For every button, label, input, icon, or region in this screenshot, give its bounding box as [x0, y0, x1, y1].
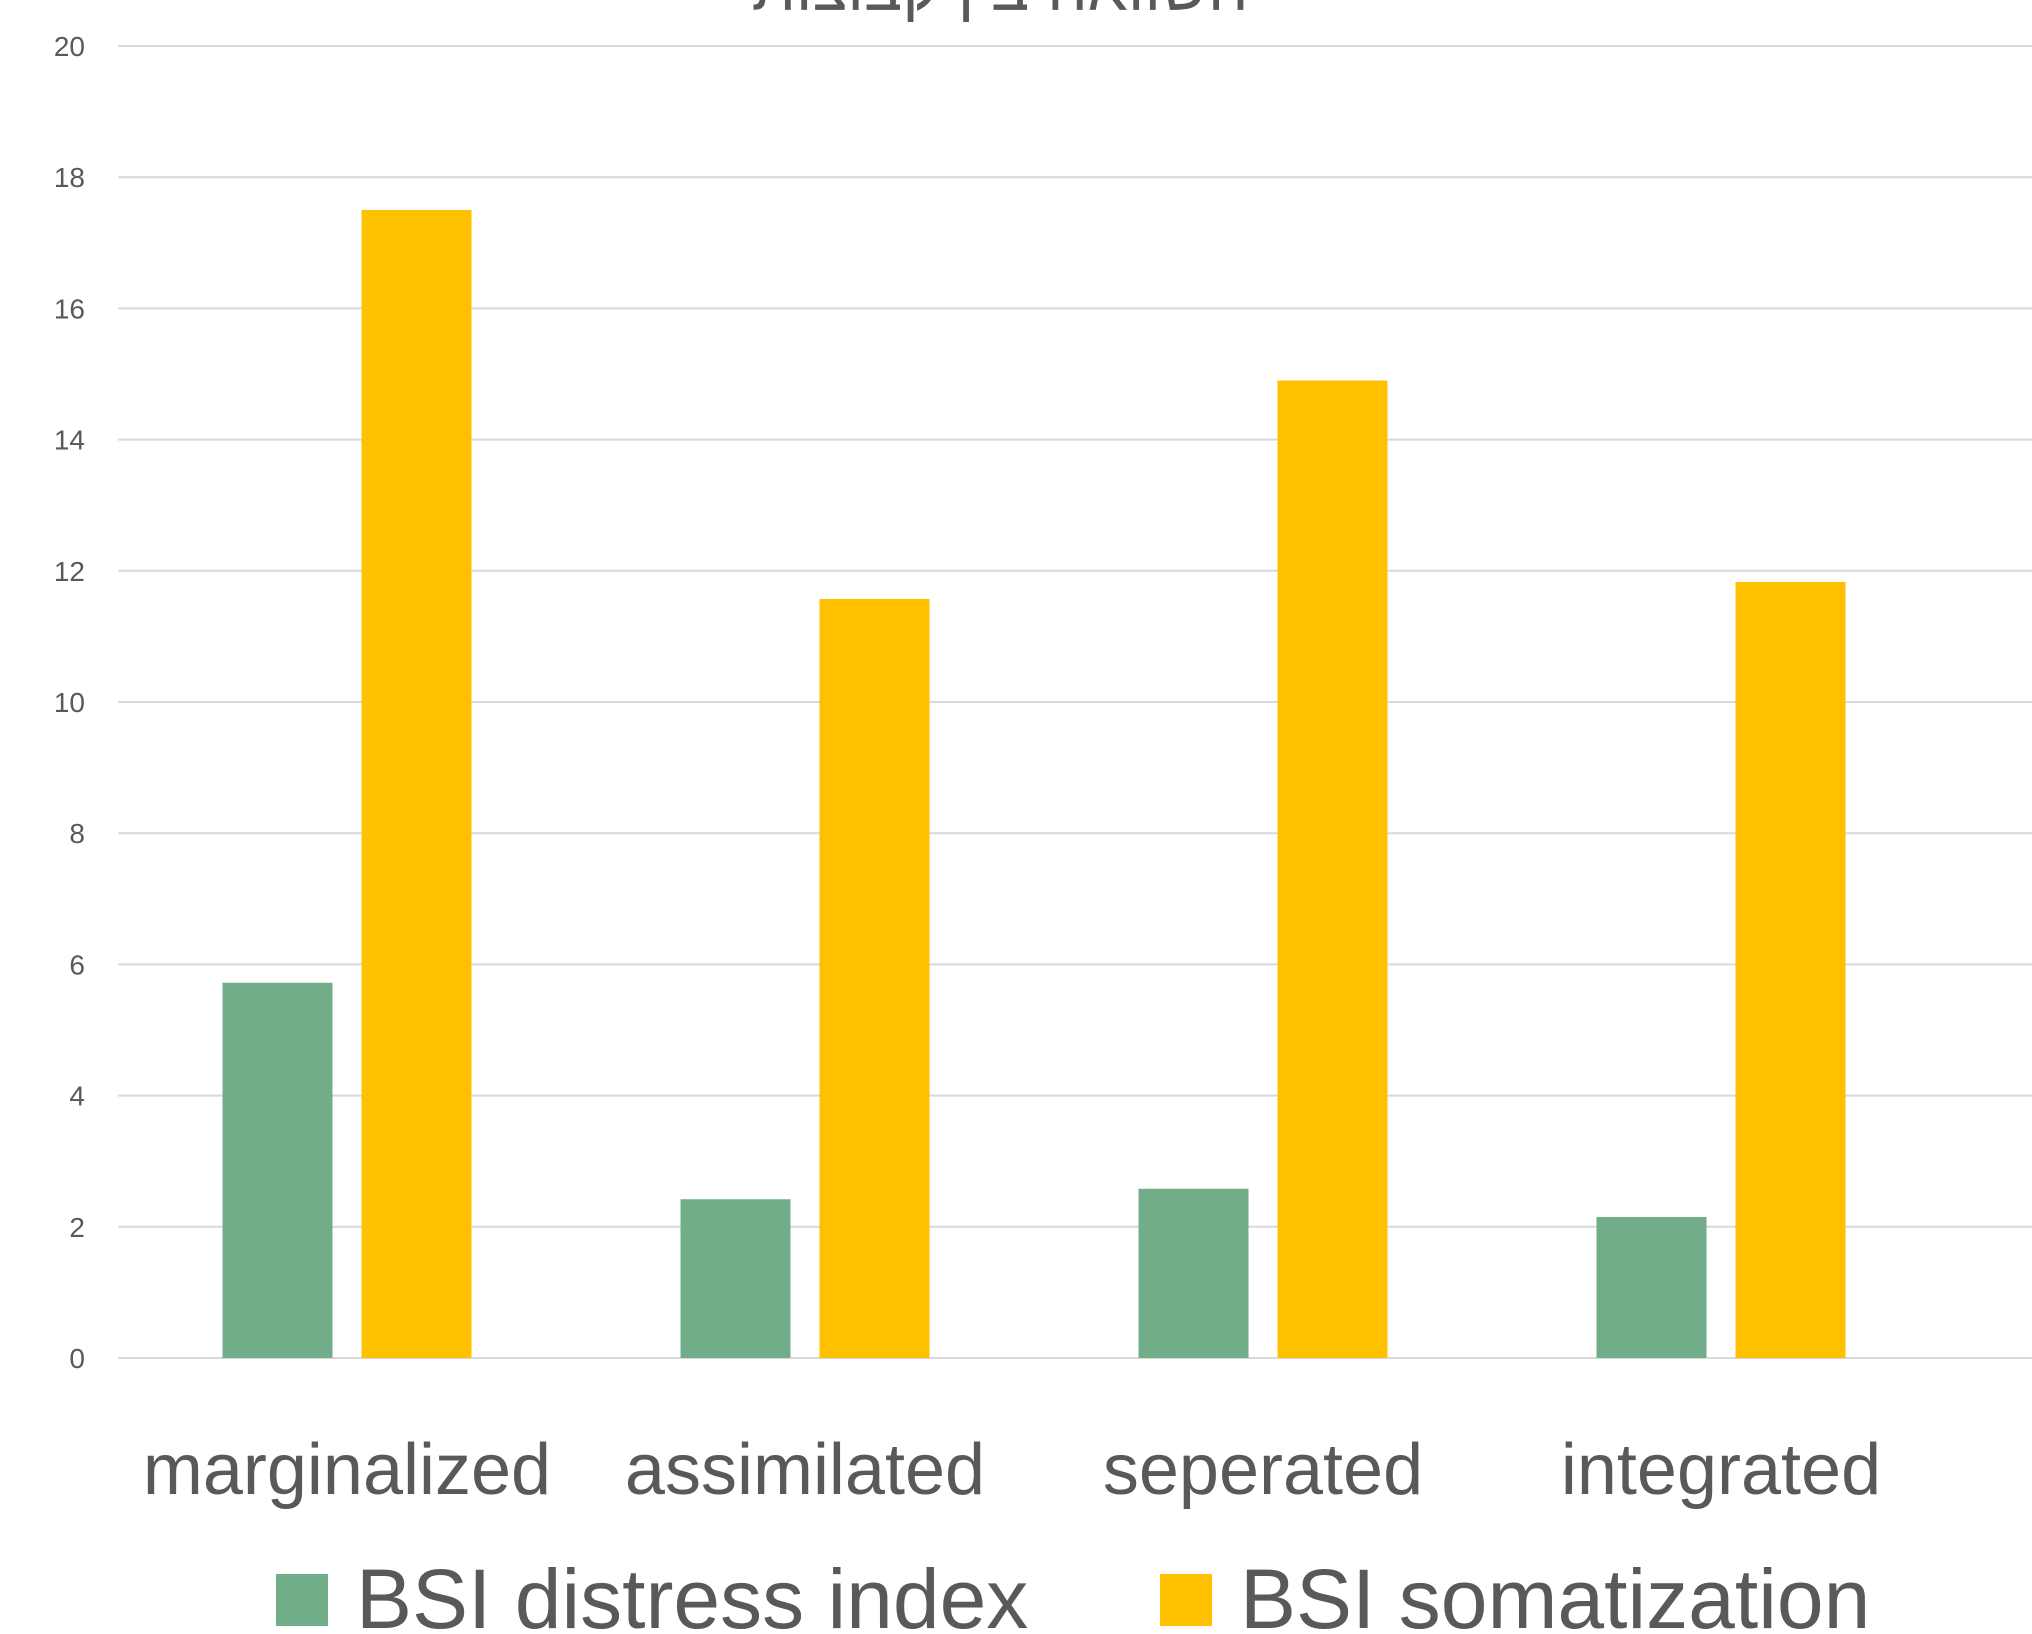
legend-label: BSI distress index	[356, 1552, 1028, 1634]
legend-swatch	[276, 1574, 328, 1626]
y-tick-label: 6	[69, 949, 85, 980]
bar-somatization-assimilated	[819, 599, 930, 1358]
y-tick-label: 12	[54, 556, 85, 587]
x-tick-label: integrated	[1561, 1430, 1881, 1510]
chart-title: השוואה בין קבוצות	[752, 0, 1249, 24]
x-axis-tick-labels: marginalized assimilated seperated integrat…	[143, 1430, 1881, 1510]
y-tick-label: 16	[54, 293, 85, 324]
bar-distress-index-marginalized	[222, 982, 333, 1358]
y-tick-label: 20	[54, 31, 85, 62]
y-tick-label: 4	[69, 1081, 85, 1112]
bars	[222, 210, 1846, 1358]
x-tick-label: seperated	[1103, 1430, 1423, 1510]
bar-somatization-marginalized	[361, 210, 472, 1358]
legend-swatch	[1160, 1574, 1212, 1626]
x-tick-label: marginalized	[143, 1430, 551, 1510]
y-tick-label: 10	[54, 687, 85, 718]
bar-distress-index-assimilated	[680, 1199, 791, 1358]
bar-somatization-seperated	[1277, 380, 1388, 1358]
y-tick-label: 14	[54, 425, 85, 456]
bar-distress-index-integrated	[1596, 1216, 1707, 1358]
bar-somatization-integrated	[1735, 581, 1846, 1358]
y-tick-label: 18	[54, 162, 85, 193]
bar-distress-index-seperated	[1138, 1188, 1249, 1358]
y-tick-label: 0	[69, 1343, 85, 1374]
y-axis-tick-labels: 0 2 4 6 8 10 12 14 16 18 20	[54, 31, 85, 1374]
y-tick-label: 8	[69, 818, 85, 849]
y-tick-label: 2	[69, 1212, 85, 1243]
x-tick-label: assimilated	[625, 1430, 985, 1510]
legend: BSI distress index BSI somatization	[276, 1552, 1870, 1634]
legend-label: BSI somatization	[1240, 1552, 1870, 1634]
